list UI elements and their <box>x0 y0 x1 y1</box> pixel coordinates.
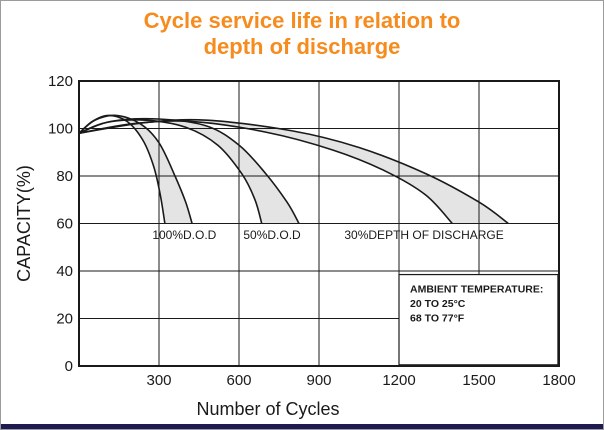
plot-border <box>78 80 560 367</box>
y-tick-20: 20 <box>56 311 73 328</box>
y-tick-40: 40 <box>56 263 73 280</box>
x-tick-1200: 1200 <box>382 372 415 389</box>
band-label-30-percent-dod: 30%DEPTH OF DISCHARGE <box>344 228 503 242</box>
band-fill-100-percent-dod <box>79 115 193 224</box>
chart-title-line2: depth of discharge <box>203 34 401 59</box>
band-curve-right-30-percent-dod <box>78 118 509 225</box>
y-tick-120: 120 <box>48 73 73 90</box>
x-axis-title: Number of Cycles <box>196 399 339 419</box>
ambient-temperature-box <box>398 273 559 366</box>
x-tick-900: 900 <box>306 372 331 389</box>
ambient-temperature-line-2: 20 TO 25°C <box>410 298 466 310</box>
band-label-50-percent-dod: 50%D.O.D <box>243 228 301 242</box>
band-fill-50-percent-dod <box>79 118 299 224</box>
band-curve-right-50-percent-dod <box>78 117 300 224</box>
x-tick-1800: 1800 <box>542 372 575 389</box>
x-tick-1500: 1500 <box>462 372 495 389</box>
y-tick-60: 60 <box>56 216 73 233</box>
y-axis-title: CAPACITY(%) <box>14 165 34 282</box>
bottom-navy-bar <box>1 424 603 429</box>
band-label-100-percent-dod: 100%D.O.D <box>152 228 216 242</box>
ambient-temperature-line-1: AMBIENT TEMPERATURE: <box>410 284 543 296</box>
x-tick-600: 600 <box>226 372 251 389</box>
chart-title: Cycle service life in relation to depth … <box>1 8 603 60</box>
chart-title-line1: Cycle service life in relation to <box>143 8 461 33</box>
ambient-temperature-line-3: 68 TO 77°F <box>410 313 465 325</box>
y-tick-100: 100 <box>48 121 73 138</box>
band-curve-right-100-percent-dod <box>78 114 193 224</box>
x-tick-300: 300 <box>146 372 171 389</box>
band-fill-30-percent-dod <box>79 119 509 224</box>
y-tick-0: 0 <box>65 358 73 375</box>
y-tick-80: 80 <box>56 168 73 185</box>
